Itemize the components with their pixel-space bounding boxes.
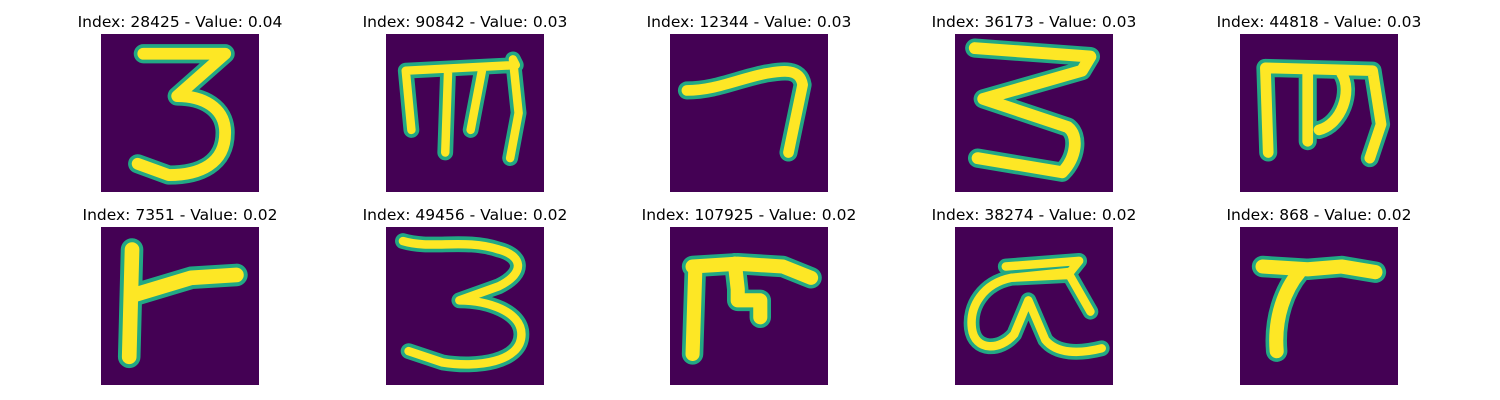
- panel-4: Index: 36173 - Value: 0.03: [914, 12, 1154, 192]
- panel-title: Index: 49456 - Value: 0.02: [362, 206, 568, 224]
- m-shaped-glyph: [1240, 34, 1398, 192]
- panel-title: Index: 36173 - Value: 0.03: [931, 13, 1137, 31]
- handwritten-glyph-image: [670, 227, 828, 385]
- panel-1: Index: 28425 - Value: 0.04: [60, 12, 300, 192]
- t-bar-glyph: [101, 227, 259, 385]
- r-shaped-glyph: [1240, 227, 1398, 385]
- panel-5: Index: 44818 - Value: 0.03: [1199, 12, 1439, 192]
- handwritten-glyph-image: [1240, 34, 1398, 192]
- wavy-three-glyph: [386, 227, 544, 385]
- panel-7: Index: 49456 - Value: 0.02: [345, 205, 585, 385]
- handwritten-glyph-image: [1240, 227, 1398, 385]
- handwritten-glyph-image: [955, 34, 1113, 192]
- panel-8: Index: 107925 - Value: 0.02: [629, 205, 869, 385]
- panel-title: Index: 107925 - Value: 0.02: [641, 206, 857, 224]
- pi-shaped-glyph: [670, 227, 828, 385]
- handwritten-glyph-image: [101, 34, 259, 192]
- panel-title: Index: 12344 - Value: 0.03: [646, 13, 852, 31]
- panel-title: Index: 868 - Value: 0.02: [1226, 206, 1412, 224]
- handwritten-glyph-image: [955, 227, 1113, 385]
- panel-title: Index: 7351 - Value: 0.02: [82, 206, 278, 224]
- panel-title: Index: 38274 - Value: 0.02: [931, 206, 1137, 224]
- alpha-shaped-glyph: [955, 227, 1113, 385]
- panel-6: Index: 7351 - Value: 0.02: [60, 205, 300, 385]
- three-digit-glyph: [101, 34, 259, 192]
- handwritten-glyph-image: [386, 227, 544, 385]
- zigzag-three-glyph: [955, 34, 1113, 192]
- handwritten-glyph-image: [670, 34, 828, 192]
- panel-2: Index: 90842 - Value: 0.03: [345, 12, 585, 192]
- panel-title: Index: 90842 - Value: 0.03: [362, 13, 568, 31]
- handwritten-glyph-image: [386, 34, 544, 192]
- panel-9: Index: 38274 - Value: 0.02: [914, 205, 1154, 385]
- panel-3: Index: 12344 - Value: 0.03: [629, 12, 869, 192]
- panel-title: Index: 44818 - Value: 0.03: [1216, 13, 1422, 31]
- seven-shaped-glyph: [670, 34, 828, 192]
- m-shaped-glyph: [386, 34, 544, 192]
- panel-title: Index: 28425 - Value: 0.04: [77, 13, 283, 31]
- handwritten-glyph-image: [101, 227, 259, 385]
- panel-10: Index: 868 - Value: 0.02: [1199, 205, 1439, 385]
